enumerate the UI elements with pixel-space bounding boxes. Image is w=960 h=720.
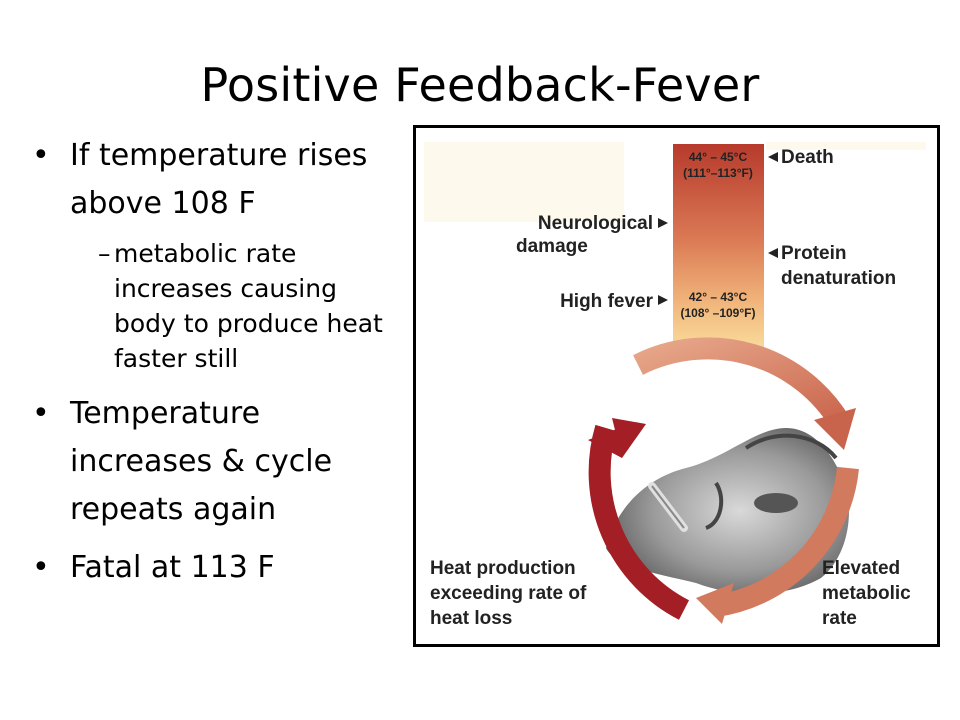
bullet-dot-icon: • [32, 396, 50, 431]
feedback-diagram: 44° – 45°C (111°–113°F) 42° – 43°C (108°… [424, 142, 926, 629]
arrow-head-icon [696, 583, 734, 624]
label-protein-line1: Protein [781, 243, 846, 264]
thermometer-column [673, 144, 764, 358]
bullet-item: • Fatal at 113 F [32, 544, 402, 592]
label-neuro-line1: Neurological [538, 213, 653, 234]
thermo-mid-line2: (108° –109°F) [681, 306, 756, 320]
label-heat-line1: Heat production [430, 558, 576, 579]
thermo-top-line1: 44° – 45°C [689, 150, 748, 164]
pointer-left-icon [768, 248, 778, 258]
label-high-fever: High fever [560, 291, 654, 312]
pointer-right-icon [658, 218, 668, 228]
label-elevated-line2: metabolic [822, 583, 911, 604]
bullet-text: If temperature rises above 108 F [70, 138, 368, 221]
bullet-text: Temperature increases & cycle repeats ag… [70, 396, 333, 527]
fever-feedback-figure: 44° – 45°C (111°–113°F) 42° – 43°C (108°… [413, 125, 940, 647]
pointer-left-icon [768, 152, 778, 162]
bullet-text: Fatal at 113 F [70, 550, 275, 585]
dash-icon: – [98, 239, 111, 268]
label-heat-line2: exceeding rate of [430, 583, 587, 604]
bullet-dot-icon: • [32, 550, 50, 585]
label-elevated-line1: Elevated [822, 558, 900, 579]
label-neuro-line2: damage [516, 236, 588, 257]
bullet-item: • Temperature increases & cycle repeats … [32, 390, 402, 534]
thermo-mid-line1: 42° – 43°C [689, 290, 748, 304]
sub-bullet-item: – metabolic rate increases causing body … [32, 236, 402, 376]
label-heat-line3: heat loss [430, 608, 512, 629]
pointer-right-icon [658, 295, 668, 305]
label-elevated-line3: rate [822, 608, 857, 629]
thermo-top-line2: (111°–113°F) [683, 166, 753, 180]
patient-face-image [606, 428, 849, 594]
background-patch [424, 142, 624, 222]
feedback-cycle-arrows [588, 337, 859, 624]
sub-bullet-text: metabolic rate increases causing body to… [114, 239, 383, 373]
label-death: Death [781, 147, 834, 168]
label-protein-line2: denaturation [781, 268, 896, 289]
bullet-item: • If temperature rises above 108 F [32, 132, 402, 228]
bullet-dot-icon: • [32, 138, 50, 173]
slide-title: Positive Feedback-Fever [200, 58, 760, 112]
bullet-list: • If temperature rises above 108 F – met… [32, 132, 402, 592]
arrow-head-icon [814, 408, 856, 450]
